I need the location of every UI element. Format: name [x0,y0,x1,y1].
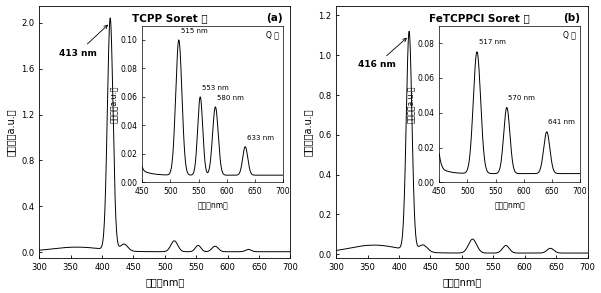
Text: (b): (b) [563,13,580,23]
Text: (a): (a) [266,13,283,23]
X-axis label: 波长（nm）: 波长（nm） [442,277,481,287]
X-axis label: 波长（nm）: 波长（nm） [145,277,185,287]
Y-axis label: 吸光度（a.u.）: 吸光度（a.u.） [302,108,313,156]
Text: TCPP Soret 带: TCPP Soret 带 [132,13,208,23]
Text: 416 nm: 416 nm [358,38,406,69]
Y-axis label: 吸光度（a.u.）: 吸光度（a.u.） [5,108,16,156]
Text: FeTCPPCl Soret 带: FeTCPPCl Soret 带 [429,13,530,23]
Text: 413 nm: 413 nm [59,25,108,58]
